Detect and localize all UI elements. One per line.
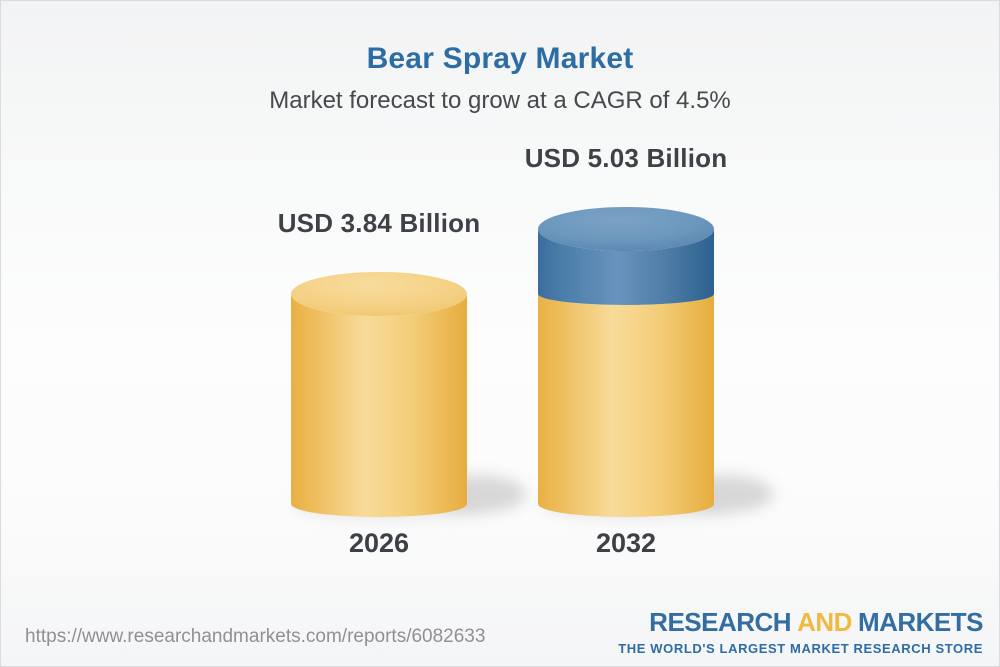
page-subtitle: Market forecast to grow at a CAGR of 4.5…	[269, 87, 731, 114]
report-url-text: https://www.researchandmarkets.com/repor…	[25, 626, 486, 647]
logo-tagline: THE WORLD'S LARGEST MARKET RESEARCH STOR…	[618, 641, 983, 656]
research-and-markets-logo: RESEARCH AND MARKETS THE WORLD'S LARGEST M…	[618, 607, 983, 656]
bar-year-label: 2032	[595, 528, 657, 558]
bar-year-label: 2026	[348, 528, 410, 558]
bar-value-label: USD 5.03 Billion	[524, 143, 728, 173]
page-title: Bear Spray Market	[366, 42, 634, 75]
cylinder-cap-blue	[538, 207, 714, 251]
logo-word-and: AND	[797, 607, 852, 637]
cylinder-segment-gold	[538, 294, 714, 517]
cylinder-cap-gold	[291, 272, 467, 316]
logo-word-research: RESEARCH	[649, 607, 792, 637]
logo-wordmark: RESEARCH AND MARKETS	[618, 607, 983, 638]
logo-word-markets: MARKETS	[857, 607, 984, 637]
cylinder-segment-blue	[538, 229, 714, 305]
cylinder-segment-gold	[291, 294, 467, 517]
bar-value-label: USD 3.84 Billion	[277, 208, 481, 238]
